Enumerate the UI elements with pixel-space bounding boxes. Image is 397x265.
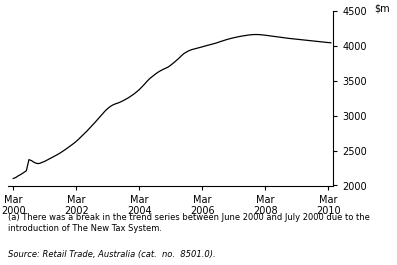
Text: Source: Retail Trade, Australia (cat.  no.  8501.0).: Source: Retail Trade, Australia (cat. no… <box>8 250 216 259</box>
Text: (a) There was a break in the trend series between June 2000 and July 2000 due to: (a) There was a break in the trend serie… <box>8 213 370 233</box>
Y-axis label: $m: $m <box>374 4 390 14</box>
